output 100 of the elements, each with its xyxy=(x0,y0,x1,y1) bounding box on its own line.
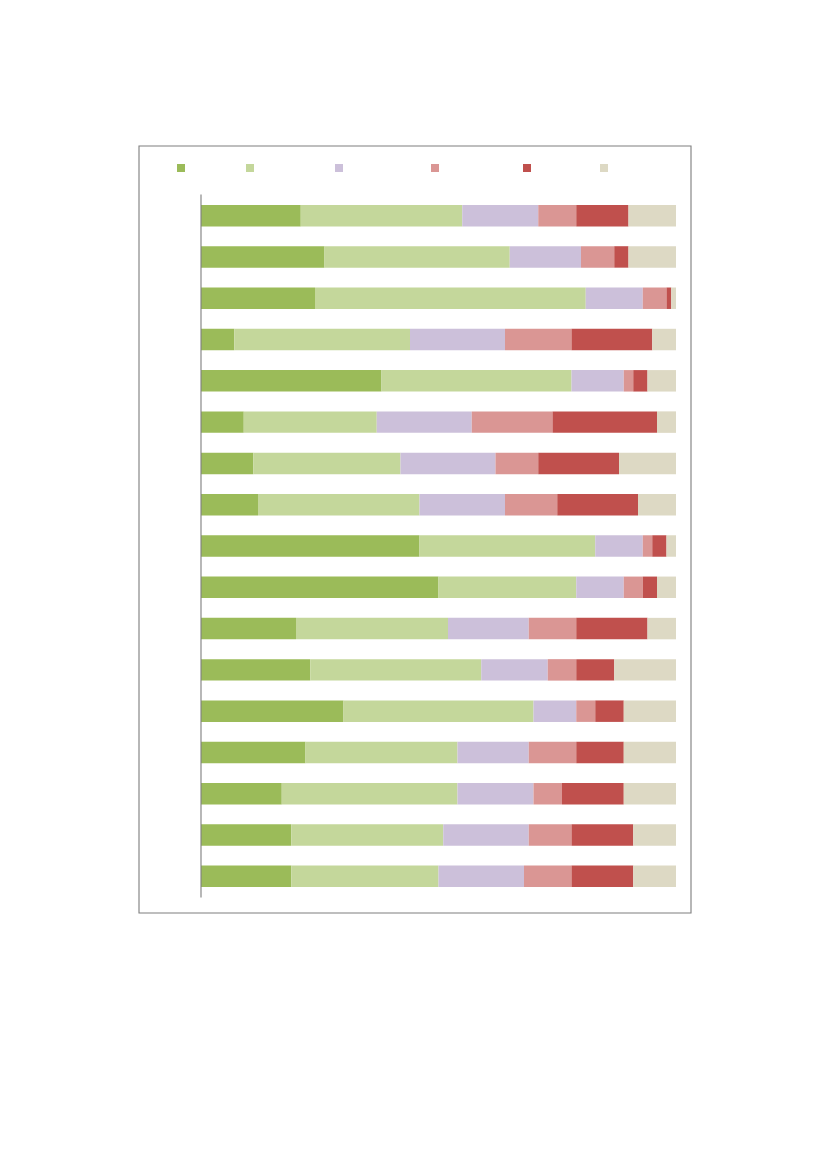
bar xyxy=(585,287,643,309)
bar xyxy=(201,617,296,640)
bar xyxy=(310,659,482,681)
bar xyxy=(576,617,648,640)
bar xyxy=(462,204,539,227)
bar xyxy=(291,824,444,846)
bar xyxy=(324,246,510,268)
bar xyxy=(381,370,572,392)
bar xyxy=(633,370,648,392)
bar xyxy=(619,452,676,475)
bar xyxy=(571,824,634,846)
bar xyxy=(201,659,311,681)
bar xyxy=(300,204,463,227)
bar xyxy=(576,700,596,722)
bar xyxy=(201,535,420,557)
bar xyxy=(628,204,676,227)
bar xyxy=(557,493,638,516)
bar xyxy=(633,824,676,846)
bar xyxy=(623,370,634,392)
bar xyxy=(443,824,529,846)
bar xyxy=(400,452,496,475)
bar xyxy=(243,411,377,433)
bar xyxy=(623,576,643,599)
bar xyxy=(642,535,653,557)
bar xyxy=(642,287,667,309)
bar xyxy=(296,617,448,640)
bar xyxy=(201,824,292,846)
bar xyxy=(201,452,254,475)
bar xyxy=(533,700,577,722)
bar xyxy=(652,328,676,351)
bar xyxy=(457,741,529,764)
bar xyxy=(201,741,306,764)
bar xyxy=(528,741,577,764)
bar xyxy=(576,576,624,599)
bar xyxy=(281,783,458,805)
bar xyxy=(642,576,657,599)
bar xyxy=(315,287,586,309)
bar xyxy=(505,328,572,351)
bar xyxy=(505,493,558,516)
bar xyxy=(528,617,577,640)
bar xyxy=(647,617,676,640)
bar xyxy=(614,659,676,681)
bar xyxy=(576,204,629,227)
bar xyxy=(595,700,624,722)
bar xyxy=(253,452,401,475)
bar xyxy=(343,700,534,722)
bar xyxy=(471,411,553,433)
bar xyxy=(533,783,562,805)
bar xyxy=(547,659,577,681)
bar xyxy=(623,783,676,805)
bar xyxy=(419,535,596,557)
bar xyxy=(538,452,619,475)
bar xyxy=(581,246,615,268)
bar xyxy=(438,576,577,599)
bar xyxy=(438,865,524,888)
bar xyxy=(495,452,539,475)
bar xyxy=(666,535,676,557)
bar xyxy=(201,576,439,599)
bar xyxy=(201,287,315,309)
bar xyxy=(410,328,505,351)
bar xyxy=(571,328,653,351)
bar xyxy=(576,659,615,681)
bar xyxy=(234,328,410,351)
bar xyxy=(457,783,534,805)
bar xyxy=(623,741,676,764)
bar xyxy=(376,411,472,433)
bar xyxy=(571,370,624,392)
bar xyxy=(201,411,244,433)
bar xyxy=(638,493,676,516)
bar xyxy=(628,246,676,268)
bar xyxy=(657,576,676,599)
bar xyxy=(258,493,420,516)
bar xyxy=(509,246,581,268)
bar xyxy=(647,370,676,392)
bar xyxy=(291,865,439,888)
bar xyxy=(201,246,325,268)
bar xyxy=(201,328,235,351)
bar xyxy=(448,617,529,640)
bar xyxy=(633,865,676,888)
bar xyxy=(614,246,629,268)
bar xyxy=(576,741,624,764)
bar xyxy=(552,411,657,433)
bar xyxy=(571,865,634,888)
bar xyxy=(671,287,676,309)
bar xyxy=(623,700,676,722)
bar xyxy=(201,700,344,722)
bar xyxy=(201,370,382,392)
bar xyxy=(305,741,458,764)
bar xyxy=(524,865,572,888)
bar xyxy=(201,783,282,805)
bar xyxy=(481,659,548,681)
bar xyxy=(201,204,301,227)
bar xyxy=(528,824,572,846)
bar xyxy=(201,865,292,888)
bar xyxy=(595,535,643,557)
bar xyxy=(657,411,676,433)
bar xyxy=(538,204,577,227)
bar xyxy=(562,783,624,805)
bar xyxy=(652,535,667,557)
bar xyxy=(419,493,505,516)
